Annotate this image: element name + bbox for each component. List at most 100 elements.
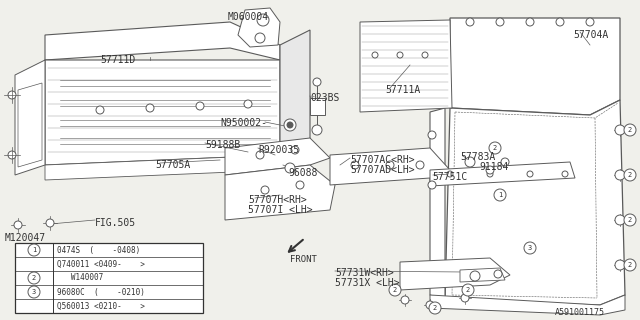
Text: 2: 2 <box>628 172 632 178</box>
Circle shape <box>494 189 506 201</box>
Circle shape <box>615 125 625 135</box>
Circle shape <box>312 125 322 135</box>
Bar <box>15 243 203 313</box>
Circle shape <box>8 91 16 99</box>
Circle shape <box>351 161 359 169</box>
Polygon shape <box>445 100 625 305</box>
Text: 023BS: 023BS <box>310 93 339 103</box>
Text: 2: 2 <box>628 127 632 133</box>
Circle shape <box>397 52 403 58</box>
Circle shape <box>615 170 625 180</box>
Circle shape <box>244 100 252 108</box>
Text: FRONT: FRONT <box>290 255 317 264</box>
Text: M120047: M120047 <box>5 233 46 243</box>
Text: 57707I <LH>: 57707I <LH> <box>248 205 312 215</box>
Text: 57704A: 57704A <box>573 30 608 40</box>
Circle shape <box>428 131 436 139</box>
Text: Q560013 <0210-    >: Q560013 <0210- > <box>57 301 145 310</box>
Text: FIG.505: FIG.505 <box>95 218 136 228</box>
Circle shape <box>96 106 104 114</box>
Text: 1: 1 <box>498 192 502 198</box>
Circle shape <box>46 219 54 227</box>
Text: 57711D: 57711D <box>100 55 135 65</box>
Circle shape <box>615 215 625 225</box>
Text: 57705A: 57705A <box>155 160 190 170</box>
Text: 2: 2 <box>32 275 36 281</box>
Text: R920035: R920035 <box>258 145 299 155</box>
Circle shape <box>524 242 536 254</box>
Text: 57707AD<LH>: 57707AD<LH> <box>350 165 415 175</box>
Circle shape <box>624 169 636 181</box>
Text: 96088: 96088 <box>288 168 317 178</box>
Polygon shape <box>400 258 510 290</box>
Text: 2: 2 <box>628 217 632 223</box>
Text: W140007: W140007 <box>57 274 103 283</box>
Circle shape <box>416 161 424 169</box>
Polygon shape <box>45 145 310 180</box>
Polygon shape <box>450 18 620 115</box>
Circle shape <box>372 52 378 58</box>
Text: 91184: 91184 <box>479 162 508 172</box>
Circle shape <box>494 270 502 278</box>
Circle shape <box>556 18 564 26</box>
Polygon shape <box>18 83 42 167</box>
Circle shape <box>462 284 474 296</box>
Text: M060004: M060004 <box>228 12 269 22</box>
Text: 57783A: 57783A <box>460 152 495 162</box>
Circle shape <box>466 18 474 26</box>
Polygon shape <box>225 138 330 175</box>
Polygon shape <box>430 162 575 186</box>
Text: 3: 3 <box>528 245 532 251</box>
Circle shape <box>422 52 428 58</box>
Polygon shape <box>45 60 280 165</box>
Circle shape <box>386 161 394 169</box>
Circle shape <box>496 18 504 26</box>
Circle shape <box>465 157 475 167</box>
Circle shape <box>470 271 480 281</box>
Text: 57711A: 57711A <box>385 85 420 95</box>
Text: 0474S  (    -0408): 0474S ( -0408) <box>57 245 140 254</box>
Circle shape <box>447 171 453 177</box>
Circle shape <box>28 244 40 256</box>
Text: N950002-: N950002- <box>220 118 267 128</box>
Polygon shape <box>225 165 335 220</box>
Circle shape <box>428 181 436 189</box>
Circle shape <box>146 104 154 112</box>
Circle shape <box>284 119 296 131</box>
Polygon shape <box>280 30 310 155</box>
Circle shape <box>255 33 265 43</box>
Circle shape <box>313 78 321 86</box>
Circle shape <box>28 272 40 284</box>
Circle shape <box>526 18 534 26</box>
Text: 2: 2 <box>493 145 497 151</box>
Circle shape <box>196 102 204 110</box>
Polygon shape <box>430 108 445 300</box>
Polygon shape <box>310 98 325 115</box>
Text: Q740011 <0409-    >: Q740011 <0409- > <box>57 260 145 268</box>
Circle shape <box>624 259 636 271</box>
Circle shape <box>285 163 295 173</box>
Polygon shape <box>460 268 505 282</box>
Text: 59188B: 59188B <box>205 140 240 150</box>
Circle shape <box>624 214 636 226</box>
Text: 1: 1 <box>32 247 36 253</box>
Circle shape <box>486 166 494 174</box>
Circle shape <box>562 171 568 177</box>
Circle shape <box>429 302 441 314</box>
Circle shape <box>461 294 469 302</box>
Circle shape <box>287 122 293 128</box>
Text: 2: 2 <box>466 287 470 293</box>
Circle shape <box>257 14 269 26</box>
Text: 57751C: 57751C <box>432 172 467 182</box>
Circle shape <box>501 158 509 166</box>
Text: 96080C  (    -0210): 96080C ( -0210) <box>57 287 145 297</box>
Circle shape <box>527 171 533 177</box>
Circle shape <box>487 171 493 177</box>
Circle shape <box>389 284 401 296</box>
Circle shape <box>624 124 636 136</box>
Circle shape <box>291 146 299 154</box>
Text: 2: 2 <box>433 305 437 311</box>
Text: A591001175: A591001175 <box>555 308 605 317</box>
Circle shape <box>8 151 16 159</box>
Circle shape <box>14 221 22 229</box>
